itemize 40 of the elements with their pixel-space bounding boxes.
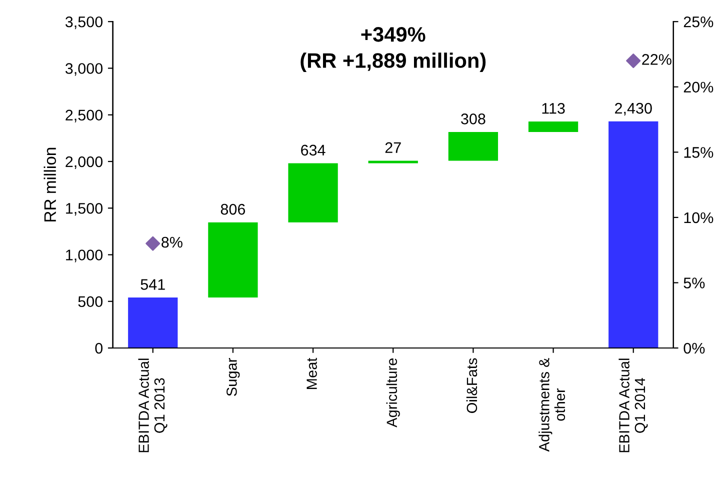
- bar: [608, 121, 658, 348]
- x-tick-label: Oil&Fats: [466, 358, 478, 413]
- bar: [288, 163, 338, 222]
- y2-tick-label: 0%: [684, 342, 705, 354]
- data-label: 27: [385, 142, 401, 153]
- y-tick-label: 0: [95, 342, 103, 354]
- data-label: 806: [220, 204, 246, 215]
- text: (RR +1,889 million): [300, 52, 486, 72]
- x-tick-label: EBITDA Actual Q1 2014: [618, 358, 648, 452]
- y-tick-label: 2,500: [66, 110, 103, 122]
- bar: [528, 121, 578, 132]
- bar: [448, 132, 498, 161]
- data-label: 541: [140, 279, 165, 290]
- bar: [128, 298, 178, 348]
- y-tick-label: 3,000: [65, 63, 103, 76]
- x-tick-label: Sugar: [226, 358, 240, 396]
- x-tick-label: EBITDA Actual Q1 2013: [138, 358, 168, 452]
- y2-tick-label: 20%: [684, 82, 714, 93]
- y-axis-title: RR million: [44, 148, 56, 222]
- chart-title: +349%: [361, 27, 426, 42]
- data-label: 113: [542, 102, 565, 114]
- y2-tick-label: 10%: [684, 212, 714, 224]
- x-tick-label: Agriculture: [386, 358, 400, 428]
- data-label: 2,430: [615, 102, 652, 116]
- x-tick-label: Adjustments & other: [538, 358, 566, 452]
- y2-tick-label: 15%: [684, 147, 714, 158]
- data-label: 22%: [642, 54, 672, 65]
- data-label: 634: [301, 144, 326, 156]
- x-tick-label: Meat: [306, 358, 317, 389]
- y-tick-label: 500: [78, 296, 103, 308]
- y2-tick-label: 25%: [684, 16, 714, 28]
- y2-tick-label: 5%: [684, 278, 705, 288]
- data-label: 308: [461, 114, 486, 124]
- data-label: 8%: [162, 236, 182, 248]
- y-tick-label: 1,500: [66, 202, 103, 216]
- y-tick-label: 1,000: [66, 250, 103, 262]
- bar: [368, 160, 418, 164]
- bar: [208, 222, 258, 298]
- y-tick-label: 2,000: [66, 156, 103, 169]
- y-tick-label: 3,500: [65, 16, 103, 30]
